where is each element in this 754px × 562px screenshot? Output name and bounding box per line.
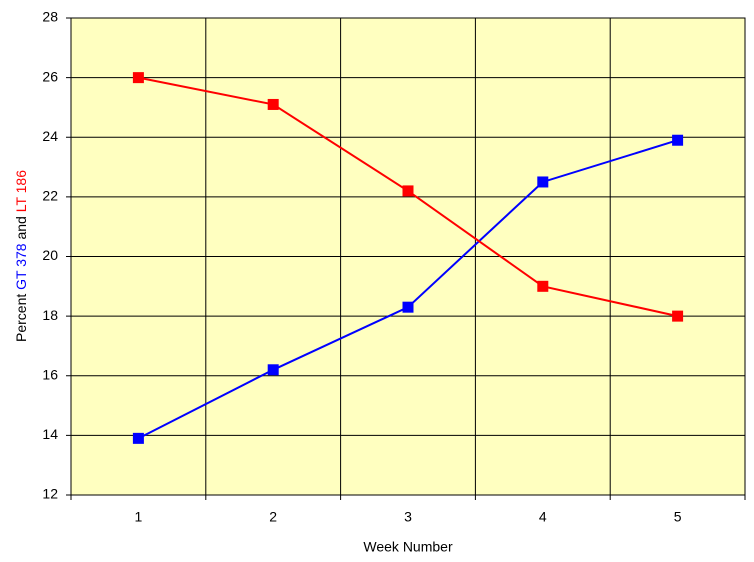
y-label-series: LT 186 (13, 170, 29, 213)
y-tick-label: 28 (42, 9, 58, 25)
point-marker (672, 134, 684, 146)
point-marker (267, 364, 279, 376)
point-marker (672, 310, 684, 322)
y-tick-label: 20 (42, 247, 58, 263)
y-tick-label: 24 (42, 128, 58, 144)
y-tick-label: 18 (42, 307, 58, 323)
y-label-series: GT 378 (13, 243, 29, 290)
point-marker (132, 432, 144, 444)
y-axis-title: Percent GT 378 and LT 186 (13, 170, 29, 342)
x-tick-label: 1 (135, 509, 143, 525)
y-tick-label: 12 (42, 486, 58, 502)
point-marker (402, 185, 414, 197)
y-tick-label: 16 (42, 366, 58, 382)
y-label-part: Percent (13, 294, 29, 342)
point-marker (537, 176, 549, 188)
x-tick-label: 4 (539, 509, 547, 525)
x-tick-label: 5 (674, 509, 682, 525)
y-tick-label: 26 (42, 68, 58, 84)
point-marker (537, 280, 549, 292)
x-tick-label: 2 (269, 509, 277, 525)
y-tick-label: 22 (42, 188, 58, 204)
y-label-part: and (13, 216, 29, 239)
point-marker (267, 98, 279, 110)
point-marker (402, 301, 414, 313)
y-tick-label: 14 (42, 426, 58, 442)
point-marker (132, 72, 144, 84)
x-tick-label: 3 (404, 509, 412, 525)
x-axis-title: Week Number (363, 539, 453, 555)
